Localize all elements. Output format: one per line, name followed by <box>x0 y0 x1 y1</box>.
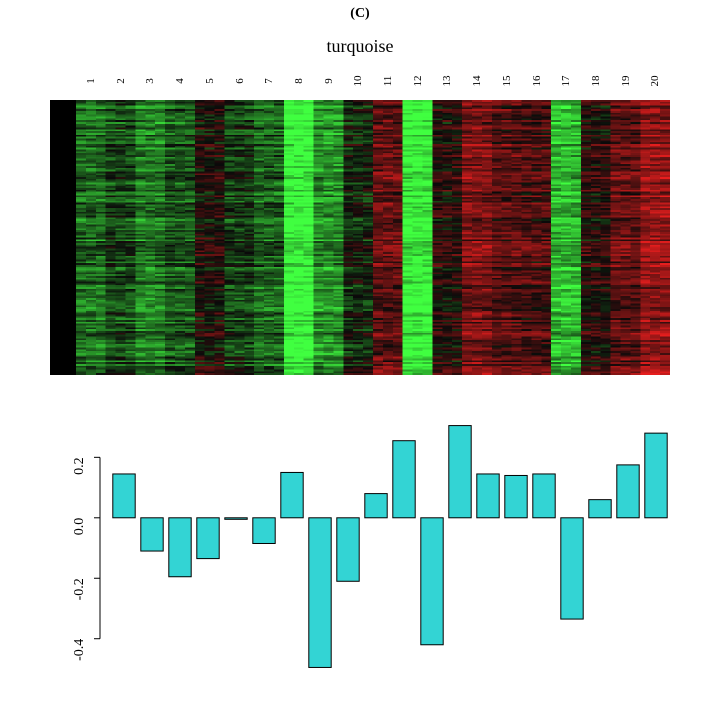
chart-title: turquoise <box>0 36 720 57</box>
heatmap-column-label: 8 <box>282 66 316 96</box>
barchart-bar <box>421 518 443 645</box>
barchart-ytick-label: 0.2 <box>72 457 87 474</box>
barchart-bar <box>589 500 611 518</box>
barchart-bar <box>197 518 219 559</box>
barchart-bar <box>225 518 247 520</box>
panel-label: (C) <box>0 6 720 22</box>
barchart-svg: -0.4 -0.2 0.0 0.2 <box>50 410 670 680</box>
barchart-bar <box>449 426 471 518</box>
heatmap-region <box>50 100 670 375</box>
barchart-bar <box>365 494 387 518</box>
heatmap-column-label: 1 <box>74 66 108 96</box>
heatmap-column-label: 15 <box>490 66 524 96</box>
barchart-bar <box>309 518 331 668</box>
barchart-bar <box>169 518 191 577</box>
barchart-bar <box>533 474 555 518</box>
heatmap-column-label: 11 <box>371 66 405 96</box>
barchart-bar <box>561 518 583 619</box>
heatmap-row-sideband <box>50 100 76 375</box>
barchart-ytick-label: -0.2 <box>72 578 87 600</box>
figure-panel: { "panel_label": "(C)", "panel_label_fon… <box>0 0 720 703</box>
barchart-bar <box>393 441 415 518</box>
barchart-ytick-label: 0.0 <box>72 518 87 536</box>
barchart-bar <box>113 474 135 518</box>
barchart-ytick-label: -0.4 <box>72 639 87 661</box>
barchart-region: -0.4 -0.2 0.0 0.2 <box>50 410 670 680</box>
barchart-bar <box>253 518 275 544</box>
barchart-bar <box>645 433 667 518</box>
heatmap-canvas <box>76 100 670 375</box>
barchart-bar <box>617 465 639 518</box>
barchart-bar <box>281 472 303 517</box>
heatmap-column-label: 18 <box>579 66 613 96</box>
heatmap-column-label: 20 <box>638 66 672 96</box>
barchart-bar <box>141 518 163 551</box>
barchart-bar <box>477 474 499 518</box>
heatmap-column-label: 5 <box>193 66 227 96</box>
barchart-bar <box>505 475 527 517</box>
heatmap-column-labels: 1234567891011121314151617181920 <box>76 64 670 98</box>
barchart-bar <box>337 518 359 581</box>
